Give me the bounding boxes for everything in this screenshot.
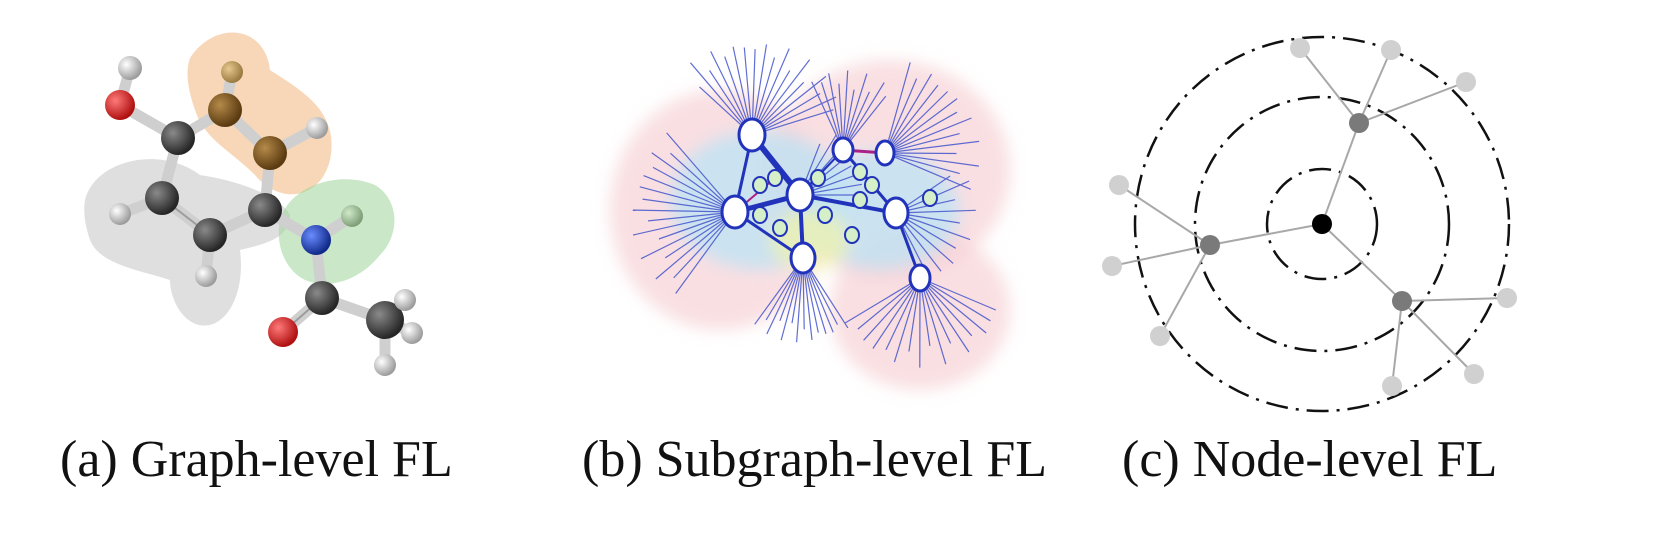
- hop-ring-3: [1133, 35, 1511, 413]
- caption-graph-level: (a) Graph-level FL: [60, 430, 453, 489]
- spoke-edge: [919, 277, 973, 337]
- ego-network-illustration: [1102, 35, 1517, 413]
- panel-graph-level: (a) Graph-level FL: [0, 0, 560, 546]
- spoke-edge: [884, 62, 911, 154]
- spoke-edge: [857, 277, 921, 330]
- atom-hydrogen: [374, 354, 396, 376]
- spoke-edge: [651, 152, 736, 213]
- subgraph-network-illustration: [610, 44, 1010, 390]
- caption-text: Node-level FL: [1192, 431, 1498, 488]
- spoke-edge: [919, 277, 947, 365]
- hop2-node: [1290, 38, 1310, 58]
- ego-nodes: [1102, 38, 1517, 396]
- spoke-edge: [632, 211, 736, 236]
- spoke-edge: [884, 133, 960, 154]
- hop2-node: [1464, 364, 1484, 384]
- molecule-illustration: [84, 32, 423, 376]
- hop-rings: [1133, 35, 1511, 413]
- spoke-edge: [884, 140, 980, 154]
- subgraph-small-nodes: [752, 163, 938, 244]
- hop2-node: [1102, 256, 1122, 276]
- atom-carbon: [161, 121, 195, 155]
- spoke-edge: [884, 152, 957, 155]
- spoke-edge: [884, 152, 979, 167]
- caption-node-level: (c) Node-level FL: [1122, 430, 1497, 489]
- spoke-edge: [893, 277, 921, 363]
- spoke-edge: [884, 73, 933, 154]
- atom-hydrogen: [118, 56, 142, 80]
- hop1-node: [1392, 291, 1412, 311]
- hop-ring-1: [1265, 167, 1379, 281]
- atom-hydrogen: [221, 61, 243, 83]
- atom-nitrogen: [301, 225, 331, 255]
- spoke-edge: [642, 198, 736, 213]
- subgraph-background-halos: [610, 60, 1010, 390]
- spoke-edge: [632, 209, 736, 213]
- caption-text: Graph-level FL: [130, 431, 453, 488]
- spoke-edge: [884, 117, 972, 154]
- spoke-edge: [872, 277, 921, 349]
- atom-carbon: [248, 193, 282, 227]
- spoke-edge: [666, 132, 736, 213]
- spoke-edge: [640, 211, 736, 260]
- spoke-edge: [884, 98, 958, 154]
- spoke-edge: [863, 277, 921, 341]
- hop2-node: [1382, 376, 1402, 396]
- spoke-edge: [648, 211, 736, 222]
- spoke-edge: [639, 186, 736, 213]
- ego-edges: [1111, 47, 1508, 387]
- atom-carbon: [145, 181, 179, 215]
- hop2-node: [1497, 288, 1517, 308]
- hop2-node: [1109, 175, 1129, 195]
- spoke-edge: [884, 78, 918, 154]
- spoke-edge: [884, 84, 939, 154]
- spoke-edge: [675, 211, 736, 294]
- atom-oxygen: [268, 317, 298, 347]
- atom-carbon: [305, 281, 339, 315]
- atom-hydrogen: [341, 205, 363, 227]
- hop1-node: [1200, 235, 1220, 255]
- spoke-edge: [884, 152, 960, 175]
- caption-label: (c): [1122, 431, 1180, 488]
- atom-hydrogen: [401, 322, 423, 344]
- atom-carbon: [366, 301, 404, 339]
- atom-oxygen: [105, 90, 135, 120]
- spoke-edge: [919, 277, 991, 322]
- spoke-edge: [919, 277, 997, 311]
- hop-ring-2: [1193, 95, 1451, 353]
- spoke-edge: [919, 277, 987, 334]
- atom-hydrogen: [195, 265, 217, 287]
- atom-carbon: [193, 218, 227, 252]
- hop2-node: [1456, 72, 1476, 92]
- panel-subgraph-level: (b) Subgraph-level FL: [560, 0, 1100, 546]
- spoke-edge: [842, 82, 885, 151]
- spoke-edge: [652, 166, 736, 213]
- spoke-edge: [884, 152, 972, 190]
- grey-motif-highlight: [84, 159, 290, 326]
- panel-node-level: (c) Node-level FL: [1100, 0, 1676, 546]
- atom-hydrogen: [306, 117, 328, 139]
- atom-carbon-highlighted: [253, 136, 287, 170]
- spoke-edge: [655, 211, 736, 280]
- hop1-node: [1349, 113, 1369, 133]
- spoke-edge: [884, 91, 949, 154]
- molecule-atoms: [105, 56, 423, 376]
- spoke-edge: [844, 277, 921, 324]
- hop2-node: [1381, 40, 1401, 60]
- caption-text: Subgraph-level FL: [655, 431, 1048, 488]
- center-node: [1312, 214, 1332, 234]
- hop2-node: [1150, 326, 1170, 346]
- subgraph-hub-nodes: [720, 117, 932, 293]
- spoke-edge: [884, 111, 958, 154]
- spoke-edge: [842, 73, 868, 151]
- caption-subgraph-level: (b) Subgraph-level FL: [582, 430, 1047, 489]
- spoke-edge: [919, 277, 970, 353]
- atom-hydrogen: [394, 289, 416, 311]
- caption-label: (b): [582, 431, 643, 488]
- spoke-edge: [643, 175, 736, 213]
- caption-label: (a): [60, 431, 118, 488]
- atom-hydrogen: [109, 203, 131, 225]
- atom-carbon-highlighted: [208, 93, 242, 127]
